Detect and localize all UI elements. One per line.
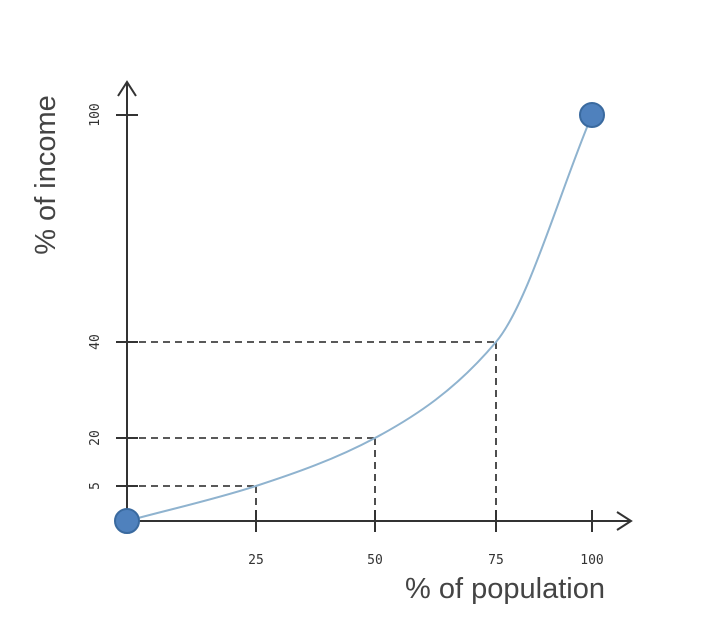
curve-layer <box>126 114 593 522</box>
x-axis-arrow-icon <box>616 511 633 531</box>
guide-lines <box>127 341 497 521</box>
axes <box>117 80 633 531</box>
endpoint-markers <box>114 102 605 534</box>
x-tick-label-75: 75 <box>488 553 504 568</box>
x-tick-label-25: 25 <box>248 553 264 568</box>
y-tick-label-5: 5 <box>88 482 103 490</box>
x-axis-title: % of population <box>405 573 605 605</box>
x-tick-label-100: 100 <box>580 553 603 568</box>
y-tick-label-40: 40 <box>88 334 103 350</box>
axis-ticks: 25 50 75 100 5 20 40 100 <box>88 103 604 568</box>
y-tick-label-20: 20 <box>88 430 103 446</box>
y-tick-label-100: 100 <box>88 103 103 126</box>
end-point-marker <box>579 102 605 128</box>
start-point-marker <box>114 508 140 534</box>
y-axis-title: % of income <box>30 95 62 255</box>
income-distribution-curve <box>126 114 593 522</box>
x-tick-label-50: 50 <box>367 553 383 568</box>
y-axis-arrow-icon <box>117 80 137 97</box>
